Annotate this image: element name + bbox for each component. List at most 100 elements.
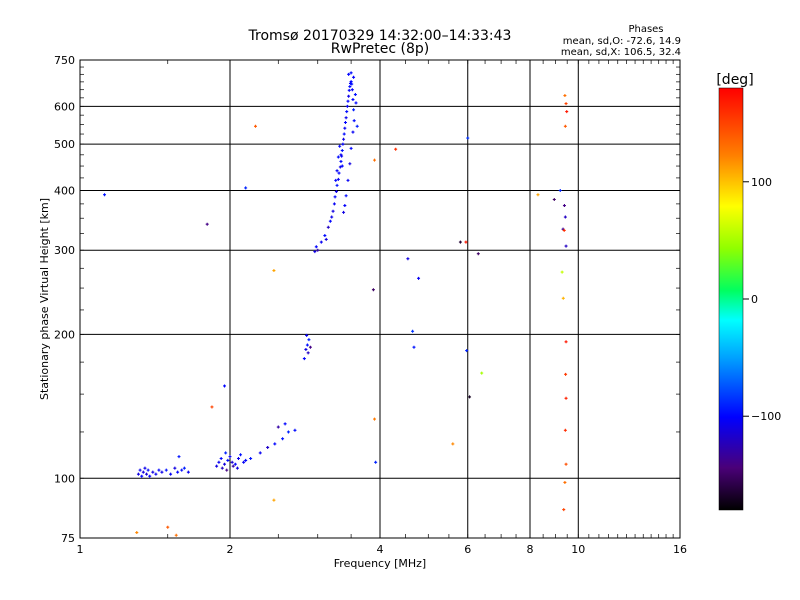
data-point [151, 470, 155, 474]
data-point [349, 71, 353, 75]
data-point [352, 108, 356, 112]
data-point [412, 345, 416, 349]
data-point [138, 468, 142, 472]
data-point [563, 428, 567, 432]
data-point [465, 349, 469, 353]
data-point [340, 148, 344, 152]
data-point [563, 215, 567, 219]
data-point [373, 158, 377, 162]
data-point [313, 250, 317, 254]
data-point [349, 146, 353, 150]
data-point [344, 116, 348, 120]
data-point [355, 124, 359, 128]
data-point [230, 460, 234, 464]
data-point [536, 193, 540, 197]
grid-lines [80, 60, 680, 538]
data-point [174, 533, 178, 537]
data-point [348, 85, 352, 89]
data-point [350, 82, 354, 86]
chart-subtitle: RwPretec (8p) [331, 41, 429, 57]
data-point [283, 422, 287, 426]
data-point [307, 338, 311, 342]
data-point [338, 144, 342, 148]
x-tick-label: 10 [571, 543, 585, 556]
data-point [258, 451, 262, 455]
x-tick-label: 2 [227, 543, 234, 556]
y-tick-label: 200 [54, 328, 75, 341]
data-point [344, 194, 348, 198]
data-point [239, 453, 243, 457]
data-point [352, 75, 356, 79]
data-point [145, 472, 149, 476]
data-point [217, 460, 221, 464]
data-point [335, 169, 339, 173]
data-point [154, 472, 158, 476]
data-point [173, 466, 177, 470]
data-point [451, 442, 455, 446]
data-point [346, 178, 350, 182]
data-point [371, 288, 375, 292]
x-tick-label: 8 [527, 543, 534, 556]
data-point [160, 470, 164, 474]
y-tick-label: 75 [61, 532, 75, 545]
colorbar-ticks: 100 0 −100 [743, 176, 781, 423]
data-point [143, 466, 147, 470]
data-point [205, 222, 209, 226]
data-point [180, 468, 184, 472]
data-point [343, 121, 347, 125]
data-point [347, 94, 351, 98]
data-point [339, 153, 343, 157]
data-point [343, 204, 347, 208]
data-point [236, 456, 240, 460]
data-point [351, 130, 355, 134]
data-point [293, 428, 297, 432]
data-point [334, 190, 338, 194]
data-point [140, 474, 144, 478]
data-point [328, 219, 332, 223]
data-point [281, 437, 285, 441]
data-point [336, 177, 340, 181]
data-point [339, 159, 343, 163]
data-point [563, 94, 567, 98]
y-axis-label: Stationary phase Virtual Height [km] [38, 198, 51, 400]
data-point [345, 110, 349, 114]
data-point [564, 462, 568, 466]
data-point [244, 186, 248, 190]
data-point [244, 458, 248, 462]
data-point [406, 257, 410, 261]
x-tick-label: 6 [464, 543, 471, 556]
data-point [338, 165, 342, 169]
phases-legend-o: mean, sd,O: -72.6, 14.9 [563, 36, 681, 47]
data-points [103, 71, 569, 537]
data-point [136, 472, 140, 476]
data-point [342, 210, 346, 214]
data-point [476, 252, 480, 256]
data-point [340, 164, 344, 168]
data-point [345, 104, 349, 108]
data-point [417, 276, 421, 280]
data-point [235, 466, 239, 470]
data-point [166, 525, 170, 529]
data-point [242, 460, 246, 464]
data-point [215, 464, 219, 468]
data-point [565, 110, 569, 114]
data-point [343, 126, 347, 130]
data-point [176, 470, 180, 474]
data-point [316, 248, 320, 252]
data-point [331, 209, 335, 213]
data-point [347, 88, 351, 92]
data-point [276, 425, 280, 429]
data-point [228, 455, 232, 459]
data-point [337, 171, 341, 175]
data-point [342, 132, 346, 136]
data-point [103, 193, 107, 197]
data-point [334, 178, 338, 182]
y-tick-label: 500 [54, 138, 75, 151]
data-point [141, 470, 145, 474]
data-point [564, 102, 568, 106]
data-point [223, 462, 227, 466]
data-point [226, 458, 230, 462]
x-axis-ticks: 1 2 4 6 8 10 16 [77, 60, 687, 556]
data-point [249, 456, 253, 460]
